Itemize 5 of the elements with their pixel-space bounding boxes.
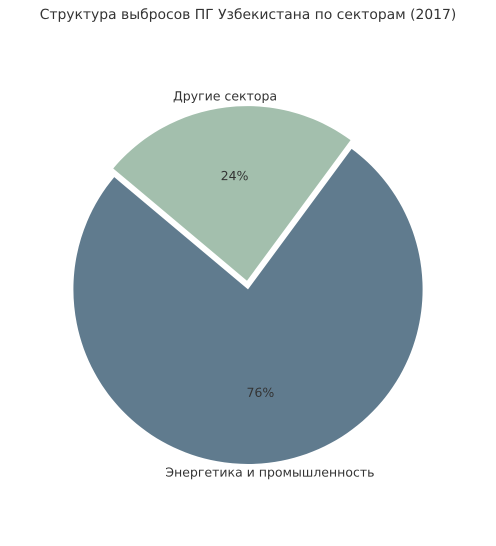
data-label: 76% xyxy=(248,388,274,398)
slice-label: Энергетика и промышленность xyxy=(166,467,374,480)
data-label: 24% xyxy=(222,170,248,180)
chart-title: Структура выбросов ПГ Узбекистана по секторам (2017) xyxy=(40,8,456,22)
slice-label: Другие сектора xyxy=(174,91,276,103)
